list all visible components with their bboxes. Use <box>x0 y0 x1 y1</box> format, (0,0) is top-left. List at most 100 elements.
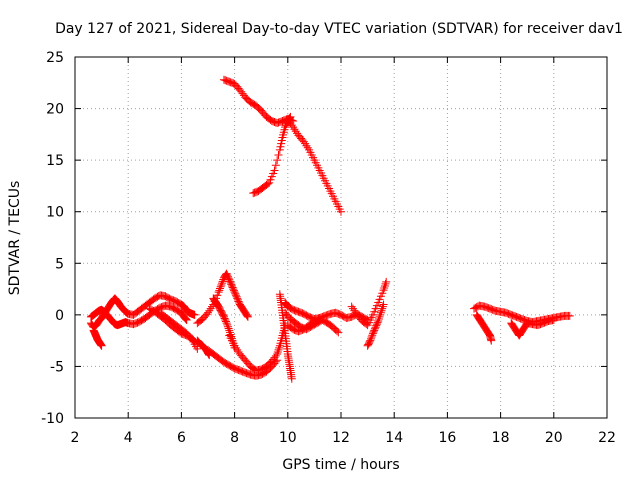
chart-title: Day 127 of 2021, Sidereal Day-to-day VTE… <box>55 21 623 37</box>
x-tick-label-16: 16 <box>438 430 456 446</box>
data-point <box>350 306 359 315</box>
x-tick-label-20: 20 <box>545 430 563 446</box>
data-point <box>380 284 389 293</box>
data-point <box>290 125 299 134</box>
data-point <box>274 345 283 354</box>
data-point <box>315 313 324 322</box>
data-point <box>217 279 226 288</box>
data-point <box>224 324 233 333</box>
data-point <box>273 347 282 356</box>
data-point <box>285 116 294 125</box>
y-tick-label-0: 0 <box>55 308 64 324</box>
data-point <box>380 281 389 290</box>
y-tick-label-15: 15 <box>46 153 64 169</box>
data-point <box>190 310 199 319</box>
x-axis-label: GPS time / hours <box>282 457 399 473</box>
data-point <box>374 317 383 326</box>
data-point <box>334 328 343 337</box>
data-point <box>275 343 284 352</box>
data-point <box>227 332 236 341</box>
series-arc-p <box>363 300 388 350</box>
data-point <box>314 314 323 323</box>
data-point <box>376 308 385 317</box>
axis-ticks: 2 4 6 8 10 12 14 16 18 20 22 -10 -5 0 5 10 15 20 25 <box>41 50 616 446</box>
data-point <box>231 343 240 352</box>
series-arc-v <box>507 316 558 340</box>
grid-lines <box>75 57 607 418</box>
data-point <box>181 314 190 323</box>
data-point <box>303 143 312 152</box>
data-point <box>242 310 251 319</box>
data-point <box>274 150 283 159</box>
data-point <box>287 121 296 130</box>
data-point <box>366 336 375 345</box>
series-arc-e <box>156 308 202 353</box>
series-arc-b <box>86 301 191 330</box>
data-point <box>213 300 222 309</box>
data-point <box>215 286 224 295</box>
series-arc-f <box>193 269 252 328</box>
data-point <box>217 280 226 289</box>
data-point <box>193 344 202 353</box>
x-tick-label-14: 14 <box>385 430 403 446</box>
data-point <box>221 317 230 326</box>
series-arc-j <box>225 321 290 375</box>
series-arc-s <box>283 114 345 216</box>
data-point <box>263 179 272 188</box>
data-point <box>289 123 298 132</box>
data-point <box>484 329 493 338</box>
data-point <box>374 314 383 323</box>
data-point <box>382 277 391 286</box>
data-point <box>270 166 279 175</box>
data-point <box>214 288 223 297</box>
data-point <box>182 316 191 325</box>
data-point <box>218 277 227 286</box>
data-point <box>378 304 387 313</box>
data-point <box>97 341 106 350</box>
y-axis-label: SDTVAR / TECUs <box>7 181 23 296</box>
series-arc-q <box>249 112 295 198</box>
data-point <box>381 279 390 288</box>
data-point <box>206 304 215 313</box>
x-tick-label-18: 18 <box>492 430 510 446</box>
data-point <box>205 306 214 315</box>
data-point <box>243 311 252 320</box>
data-point <box>233 345 242 354</box>
y-tick-label-10: 10 <box>46 205 64 221</box>
data-point <box>230 341 239 350</box>
data-point <box>337 207 345 216</box>
data-point <box>376 310 385 319</box>
x-tick-label-4: 4 <box>124 430 133 446</box>
y-tick-label--10: -10 <box>41 411 64 427</box>
data-point <box>204 308 212 317</box>
data-point <box>379 300 388 309</box>
series-arc-c <box>89 326 106 350</box>
x-tick-label-10: 10 <box>279 430 297 446</box>
data-point <box>299 137 308 146</box>
data-point <box>286 119 295 128</box>
data-point <box>222 319 231 328</box>
data-point <box>216 282 225 291</box>
data-point <box>223 320 232 329</box>
data-point <box>287 374 296 383</box>
series-arc-o <box>347 277 391 330</box>
series-arc-t <box>470 301 574 327</box>
series-arc-u <box>472 310 496 345</box>
series-arc-r <box>219 75 298 128</box>
data-point <box>215 284 224 293</box>
y-tick-label-5: 5 <box>55 256 64 272</box>
data-point <box>333 327 342 336</box>
x-tick-label-22: 22 <box>598 430 616 446</box>
data-point <box>302 141 311 150</box>
data-point <box>368 331 377 340</box>
data-points <box>86 75 574 383</box>
data-point <box>373 318 382 327</box>
data-point <box>283 114 292 123</box>
data-point <box>347 302 356 311</box>
data-point <box>223 322 232 331</box>
x-tick-label-12: 12 <box>332 430 350 446</box>
data-point <box>291 127 300 136</box>
data-point <box>565 311 574 320</box>
data-point <box>271 161 280 170</box>
